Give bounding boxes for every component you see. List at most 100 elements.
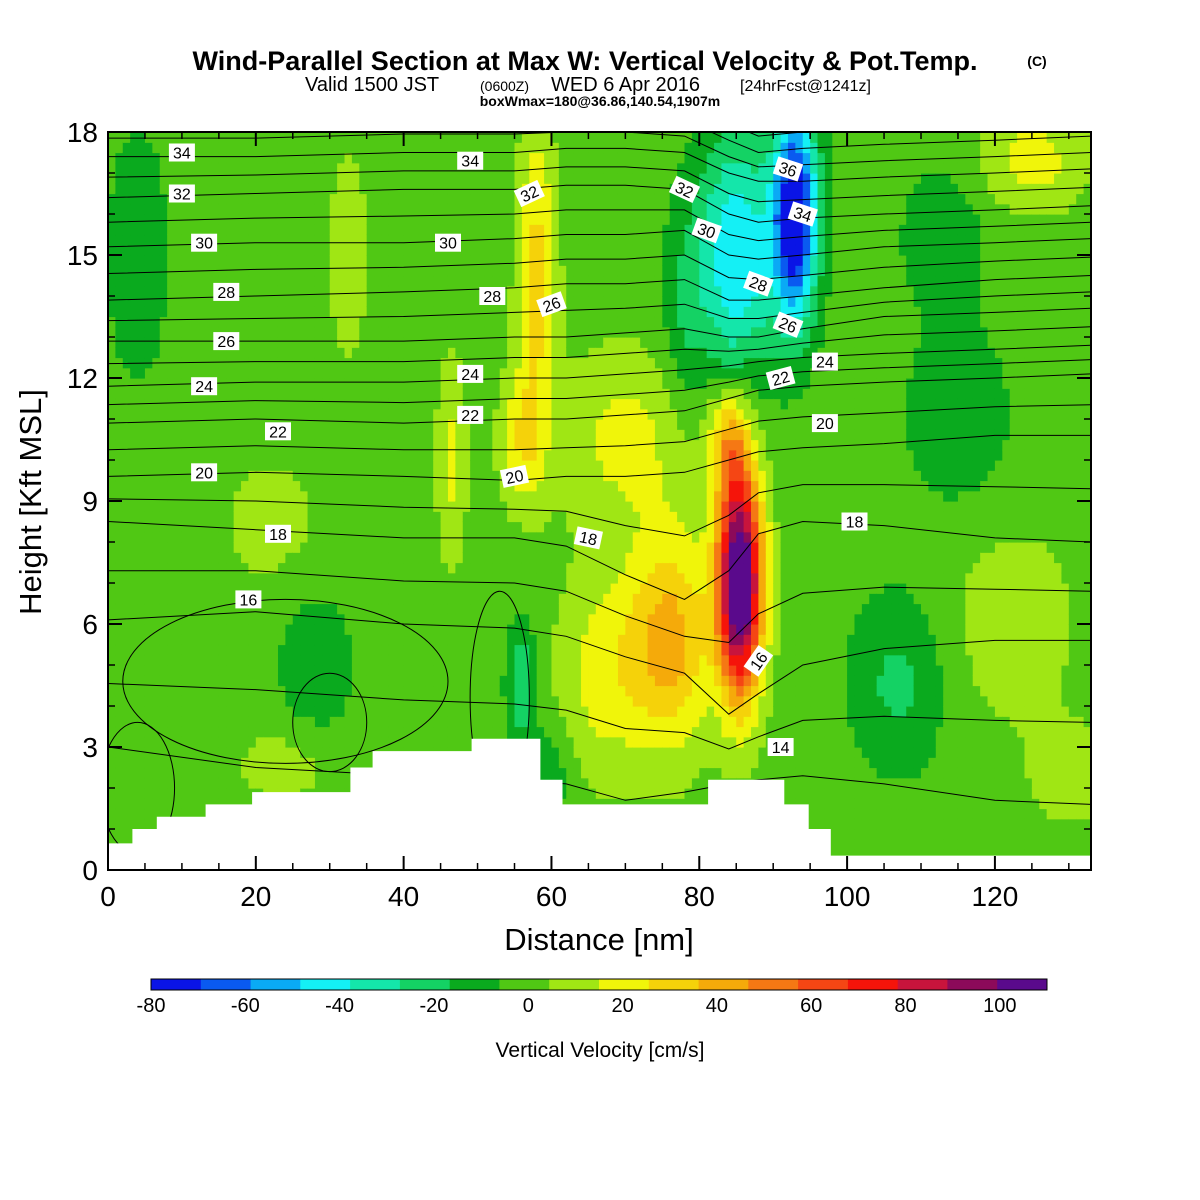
velocity-cell [381,603,390,615]
velocity-cell [566,470,575,482]
velocity-cell [536,757,545,769]
velocity-cell [307,398,316,410]
velocity-cell [396,531,405,543]
velocity-cell [470,132,479,143]
velocity-cell [536,398,545,410]
velocity-cell [233,357,242,369]
velocity-cell [566,162,575,174]
velocity-cell [566,798,575,810]
velocity-cell [115,152,124,164]
velocity-cell [122,367,131,379]
velocity-cell [366,255,375,266]
velocity-cell [337,337,346,348]
velocity-cell [204,788,213,799]
velocity-cell [477,665,486,676]
velocity-cell [455,726,464,738]
velocity-cell [447,685,456,697]
velocity-cell [307,285,316,297]
velocity-cell [144,337,153,348]
velocity-cell [226,480,235,492]
velocity-cell [167,521,176,533]
velocity-cell [544,716,553,728]
velocity-cell [270,675,279,687]
velocity-cell [322,429,331,441]
velocity-cell [337,685,346,697]
velocity-cell [337,378,346,389]
velocity-cell [307,234,316,246]
velocity-cell [167,613,176,625]
velocity-cell [610,347,619,359]
velocity-cell [167,747,176,758]
velocity-cell [573,162,582,174]
velocity-cell [277,470,286,482]
velocity-cell [307,224,316,236]
velocity-cell [411,470,420,482]
velocity-cell [440,511,449,523]
velocity-cell [337,552,346,564]
velocity-cell [144,583,153,594]
velocity-cell [108,531,116,543]
velocity-cell [226,255,235,266]
velocity-cell [521,706,530,717]
velocity-cell [381,552,390,564]
velocity-cell [218,767,227,779]
velocity-cell [174,490,183,502]
velocity-cell [300,521,309,533]
velocity-cell [484,408,493,420]
velocity-cell [344,337,353,348]
velocity-cell [204,644,213,656]
velocity-cell [381,542,390,553]
velocity-cell [337,470,346,482]
velocity-cell [551,490,560,502]
valid-prefix: Valid 1500 JST [305,74,439,96]
velocity-cell [181,337,190,348]
velocity-cell [529,706,538,717]
velocity-cell [144,511,153,523]
velocity-cell [322,275,331,287]
velocity-cell [411,408,420,420]
velocity-cell [181,685,190,697]
velocity-cell [152,429,161,441]
velocity-cell [603,470,612,482]
velocity-cell [307,644,316,656]
velocity-cell [181,388,190,400]
velocity-cell [159,808,168,820]
velocity-cell [144,552,153,564]
velocity-cell [270,152,279,164]
velocity-cell [470,726,479,738]
velocity-cell [226,490,235,502]
velocity-cell [218,490,227,502]
velocity-cell [381,203,390,215]
velocity-cell [285,316,294,328]
velocity-cell [573,265,582,277]
velocity-cell [544,408,553,420]
velocity-cell [381,593,390,605]
velocity-cell [255,337,264,348]
velocity-cell [425,511,434,523]
velocity-cell [507,675,516,687]
velocity-cell [610,316,619,328]
velocity-cell [581,613,590,625]
velocity-cell [248,132,257,143]
velocity-cell [381,214,390,225]
velocity-cell [329,285,338,297]
velocity-cell [226,470,235,482]
velocity-cell [536,203,545,215]
velocity-cell [351,296,360,307]
velocity-cell [270,603,279,615]
velocity-cell [152,398,161,410]
velocity-cell [189,603,198,615]
velocity-cell [603,419,612,430]
velocity-cell [566,757,575,769]
velocity-cell [337,357,346,369]
velocity-cell [322,439,331,451]
velocity-cell [381,654,390,666]
velocity-cell [285,757,294,769]
velocity-cell [366,439,375,451]
velocity-cell [425,552,434,564]
velocity-cell [440,480,449,492]
velocity-cell [529,501,538,512]
velocity-cell [603,460,612,471]
velocity-cell [440,173,449,184]
velocity-cell [403,644,412,656]
